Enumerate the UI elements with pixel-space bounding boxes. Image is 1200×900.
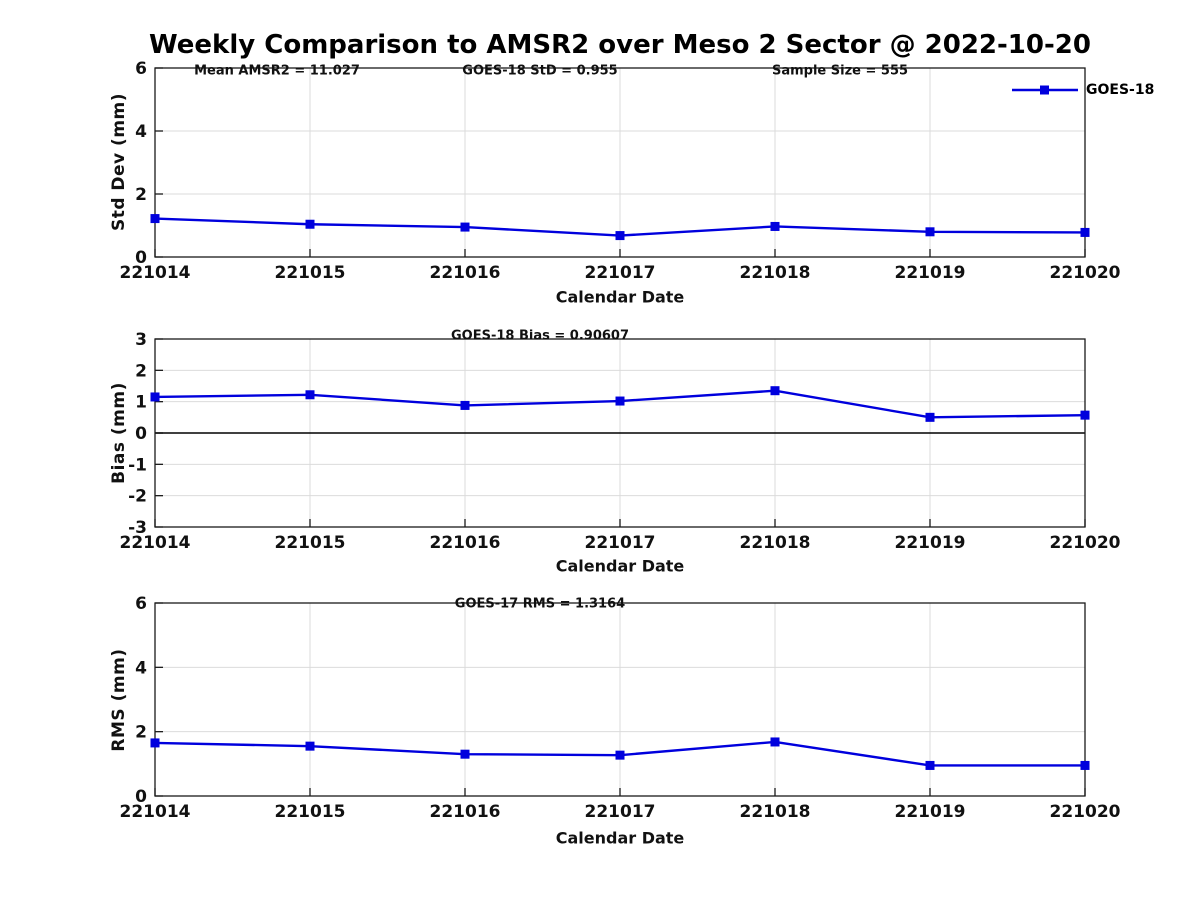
y-tick-label: -2 (128, 487, 147, 507)
data-point-marker (460, 222, 470, 232)
data-point-marker (150, 392, 160, 402)
y-tick-label: -3 (128, 518, 147, 538)
data-point-marker (925, 760, 935, 770)
x-axis-label-calendar-date-2: Calendar Date (555, 556, 685, 576)
legend-label: GOES-18 (1086, 82, 1155, 98)
x-tick-label: 221017 (585, 533, 656, 553)
x-tick-label: 221020 (1050, 263, 1121, 283)
x-tick-label: 221014 (120, 263, 191, 283)
data-point-marker (150, 738, 160, 748)
x-tick-label: 221019 (895, 802, 966, 822)
y-tick-label: 4 (135, 122, 147, 142)
data-point-marker (770, 386, 780, 396)
annotation-goes18-std: GOES-18 StD = 0.955 (462, 63, 618, 79)
x-tick-label: 221015 (275, 802, 346, 822)
axes-box (154, 67, 1086, 258)
axes-box (154, 338, 1086, 528)
y-tick-label: 0 (135, 424, 147, 444)
x-tick-label: 221020 (1050, 802, 1121, 822)
legend-marker-icon (1040, 85, 1049, 95)
x-tick-label: 221017 (585, 263, 656, 283)
x-tick-label: 221019 (895, 533, 966, 553)
data-point-marker (460, 749, 470, 759)
data-point-marker (1080, 760, 1090, 770)
y-tick-label: 1 (135, 393, 147, 413)
x-tick-label: 221018 (740, 802, 811, 822)
data-point-marker (305, 741, 315, 751)
annotation-sample-size: Sample Size = 555 (771, 63, 909, 79)
y-tick-label: 2 (135, 185, 147, 205)
x-tick-label: 221017 (585, 802, 656, 822)
data-point-marker (1080, 227, 1090, 237)
annotation-goes18-bias: GOES-18 Bias = 0.90607 (450, 328, 630, 344)
data-point-marker (770, 737, 780, 747)
y-tick-label: 2 (135, 723, 147, 743)
x-tick-label: 221016 (430, 263, 501, 283)
data-point-marker (305, 219, 315, 229)
x-tick-label: 221014 (120, 802, 191, 822)
figure-title: Weekly Comparison to AMSR2 over Meso 2 S… (149, 30, 1091, 60)
data-point-marker (460, 400, 470, 410)
y-axis-label-bias: Bias (mm) (109, 382, 129, 484)
x-tick-label: 221015 (275, 533, 346, 553)
annotation-mean-amsr2: Mean AMSR2 = 11.027 (194, 63, 360, 79)
data-point-marker (770, 221, 780, 231)
data-point-marker (1080, 410, 1090, 420)
y-tick-label: 0 (135, 787, 147, 807)
x-tick-label: 221019 (895, 263, 966, 283)
axes-box (154, 602, 1086, 797)
y-axis-label-rms: RMS (mm) (109, 648, 129, 752)
x-axis-label-calendar-date-1: Calendar Date (555, 287, 685, 307)
x-tick-label: 221014 (120, 533, 191, 553)
y-tick-label: -1 (128, 455, 147, 475)
data-point-marker (150, 214, 160, 224)
data-point-marker (925, 227, 935, 237)
x-tick-label: 221015 (275, 263, 346, 283)
data-point-marker (615, 750, 625, 760)
y-tick-label: 6 (135, 59, 147, 79)
x-axis-label-calendar-date-3: Calendar Date (555, 828, 685, 848)
y-tick-label: 2 (135, 361, 147, 381)
annotation-goes17-rms: GOES-17 RMS = 1.3164 (454, 596, 626, 612)
data-point-marker (305, 390, 315, 400)
y-tick-label: 3 (135, 330, 147, 350)
x-tick-label: 221018 (740, 263, 811, 283)
data-point-marker (615, 396, 625, 406)
x-tick-label: 221020 (1050, 533, 1121, 553)
x-tick-label: 221018 (740, 533, 811, 553)
y-tick-label: 0 (135, 248, 147, 268)
legend-line-sample (1012, 85, 1078, 95)
data-point-marker (925, 412, 935, 422)
x-tick-label: 221016 (430, 802, 501, 822)
data-point-marker (615, 231, 625, 241)
y-tick-label: 6 (135, 594, 147, 614)
x-tick-label: 221016 (430, 533, 501, 553)
legend: GOES-18 (1012, 82, 1154, 98)
y-axis-label-stddev: Std Dev (mm) (109, 92, 129, 232)
y-tick-label: 4 (135, 658, 147, 678)
